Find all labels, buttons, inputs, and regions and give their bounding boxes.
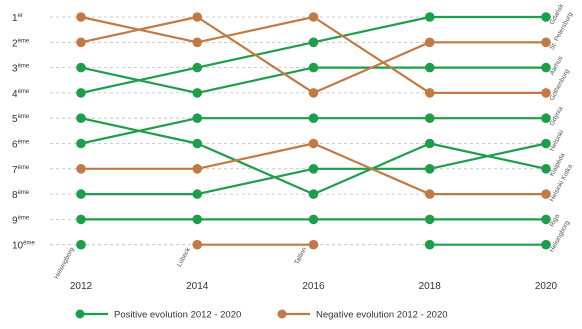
positive-series-point — [76, 88, 86, 98]
point-city-label: Lübeck — [176, 246, 192, 268]
positive-series-point — [192, 189, 203, 199]
y-axis-rank-labels: 1er 2ème 3ème 4ème 5ème 6ème 7ème 8ème 9ème 10ème — [12, 13, 35, 252]
year-tick-label: 2014 — [186, 281, 209, 292]
rank-tick-label: 4ème — [12, 89, 30, 100]
point-city-label: Tallinn — [293, 246, 308, 266]
negative-series-point — [308, 239, 319, 250]
rank-tick-label: 2ème — [12, 38, 30, 49]
right-city-label: Helsinki — [549, 129, 566, 152]
positive-series-point — [308, 37, 319, 48]
positive-series-point — [308, 214, 319, 225]
positive-series-point — [76, 239, 86, 250]
positive-series-point — [76, 138, 86, 149]
positive-series-point — [424, 164, 435, 174]
negative-series-point — [541, 189, 551, 199]
x-axis-year-labels: 2012 2014 2016 2018 2020 — [70, 281, 558, 292]
positive-series-point — [308, 189, 319, 199]
positive-series-point — [308, 62, 319, 73]
positive-series-point — [424, 214, 435, 225]
positive-legend-label: Positive evolution 2012 - 2020 — [114, 310, 241, 321]
positive-series-point — [192, 62, 203, 73]
positive-series-point — [541, 62, 551, 73]
positive-series-point — [541, 113, 551, 123]
rank-tick-label: 3ème — [12, 64, 30, 75]
negative-legend-label: Negative evolution 2012 - 2020 — [316, 310, 448, 321]
positive-series-point — [76, 214, 86, 225]
positive-series-point — [424, 12, 435, 22]
legend: Positive evolution 2012 - 2020 Negative e… — [75, 309, 448, 321]
year-tick-label: 2020 — [535, 281, 558, 292]
positive-series-point — [76, 113, 86, 123]
point-city-labels: Helsingborg Lübeck Tallinn — [53, 246, 308, 281]
year-tick-label: 2018 — [419, 281, 442, 292]
positive-series-point — [192, 113, 203, 123]
negative-series-point — [76, 164, 86, 174]
negative-series-line — [80, 15, 546, 95]
negative-series-point — [192, 239, 203, 250]
negative-series-point — [192, 12, 203, 22]
positive-series-point — [541, 164, 551, 174]
negative-series-point — [192, 164, 203, 174]
negative-series-line — [80, 15, 546, 95]
gridlines — [50, 16, 548, 246]
positive-series-point — [76, 62, 86, 73]
point-city-label: Helsingborg — [53, 246, 76, 280]
negative-series-point — [541, 88, 551, 98]
positive-series-point — [541, 239, 551, 250]
series-points — [76, 12, 551, 250]
negative-series-point — [424, 88, 435, 98]
negative-series-point — [424, 37, 435, 48]
negative-series-point — [192, 37, 203, 48]
negative-series-point — [424, 189, 435, 199]
positive-series-point — [424, 62, 435, 73]
negative-series-point — [76, 37, 86, 48]
positive-series-line — [80, 117, 547, 196]
positive-series-point — [424, 239, 435, 250]
negative-series-point — [308, 88, 319, 98]
rank-tick-label: 10ème — [12, 241, 35, 252]
positive-series-point — [308, 113, 319, 123]
negative-series-point — [308, 12, 319, 22]
positive-series-line — [80, 15, 546, 94]
positive-series-point — [424, 138, 435, 149]
negative-series-point — [541, 37, 551, 48]
year-tick-label: 2012 — [70, 281, 93, 292]
rank-tick-label: 7ème — [12, 165, 30, 176]
rank-tick-label: 8ème — [12, 190, 30, 201]
positive-series-point — [541, 12, 551, 22]
negative-legend-marker — [277, 309, 287, 319]
positive-series-point — [308, 164, 319, 174]
rank-tick-label: 9ème — [12, 215, 30, 226]
positive-series-point — [192, 214, 203, 225]
year-tick-label: 2016 — [302, 281, 325, 292]
negative-series-point — [76, 12, 86, 22]
positive-legend-marker — [75, 309, 85, 319]
rank-tick-label: 5ème — [12, 114, 30, 125]
rank-tick-label: 1er — [12, 13, 23, 24]
positive-series-point — [192, 88, 203, 98]
negative-series-point — [308, 138, 319, 149]
positive-series-point — [76, 189, 86, 199]
series-lines — [80, 15, 547, 246]
positive-series-point — [192, 138, 203, 149]
positive-series-point — [424, 113, 435, 123]
rank-tick-label: 6ème — [12, 140, 30, 151]
positive-series-point — [541, 214, 551, 225]
right-city-label: Riga — [549, 213, 562, 228]
right-city-label: Gdynia — [549, 105, 565, 127]
positive-series-point — [541, 138, 551, 149]
